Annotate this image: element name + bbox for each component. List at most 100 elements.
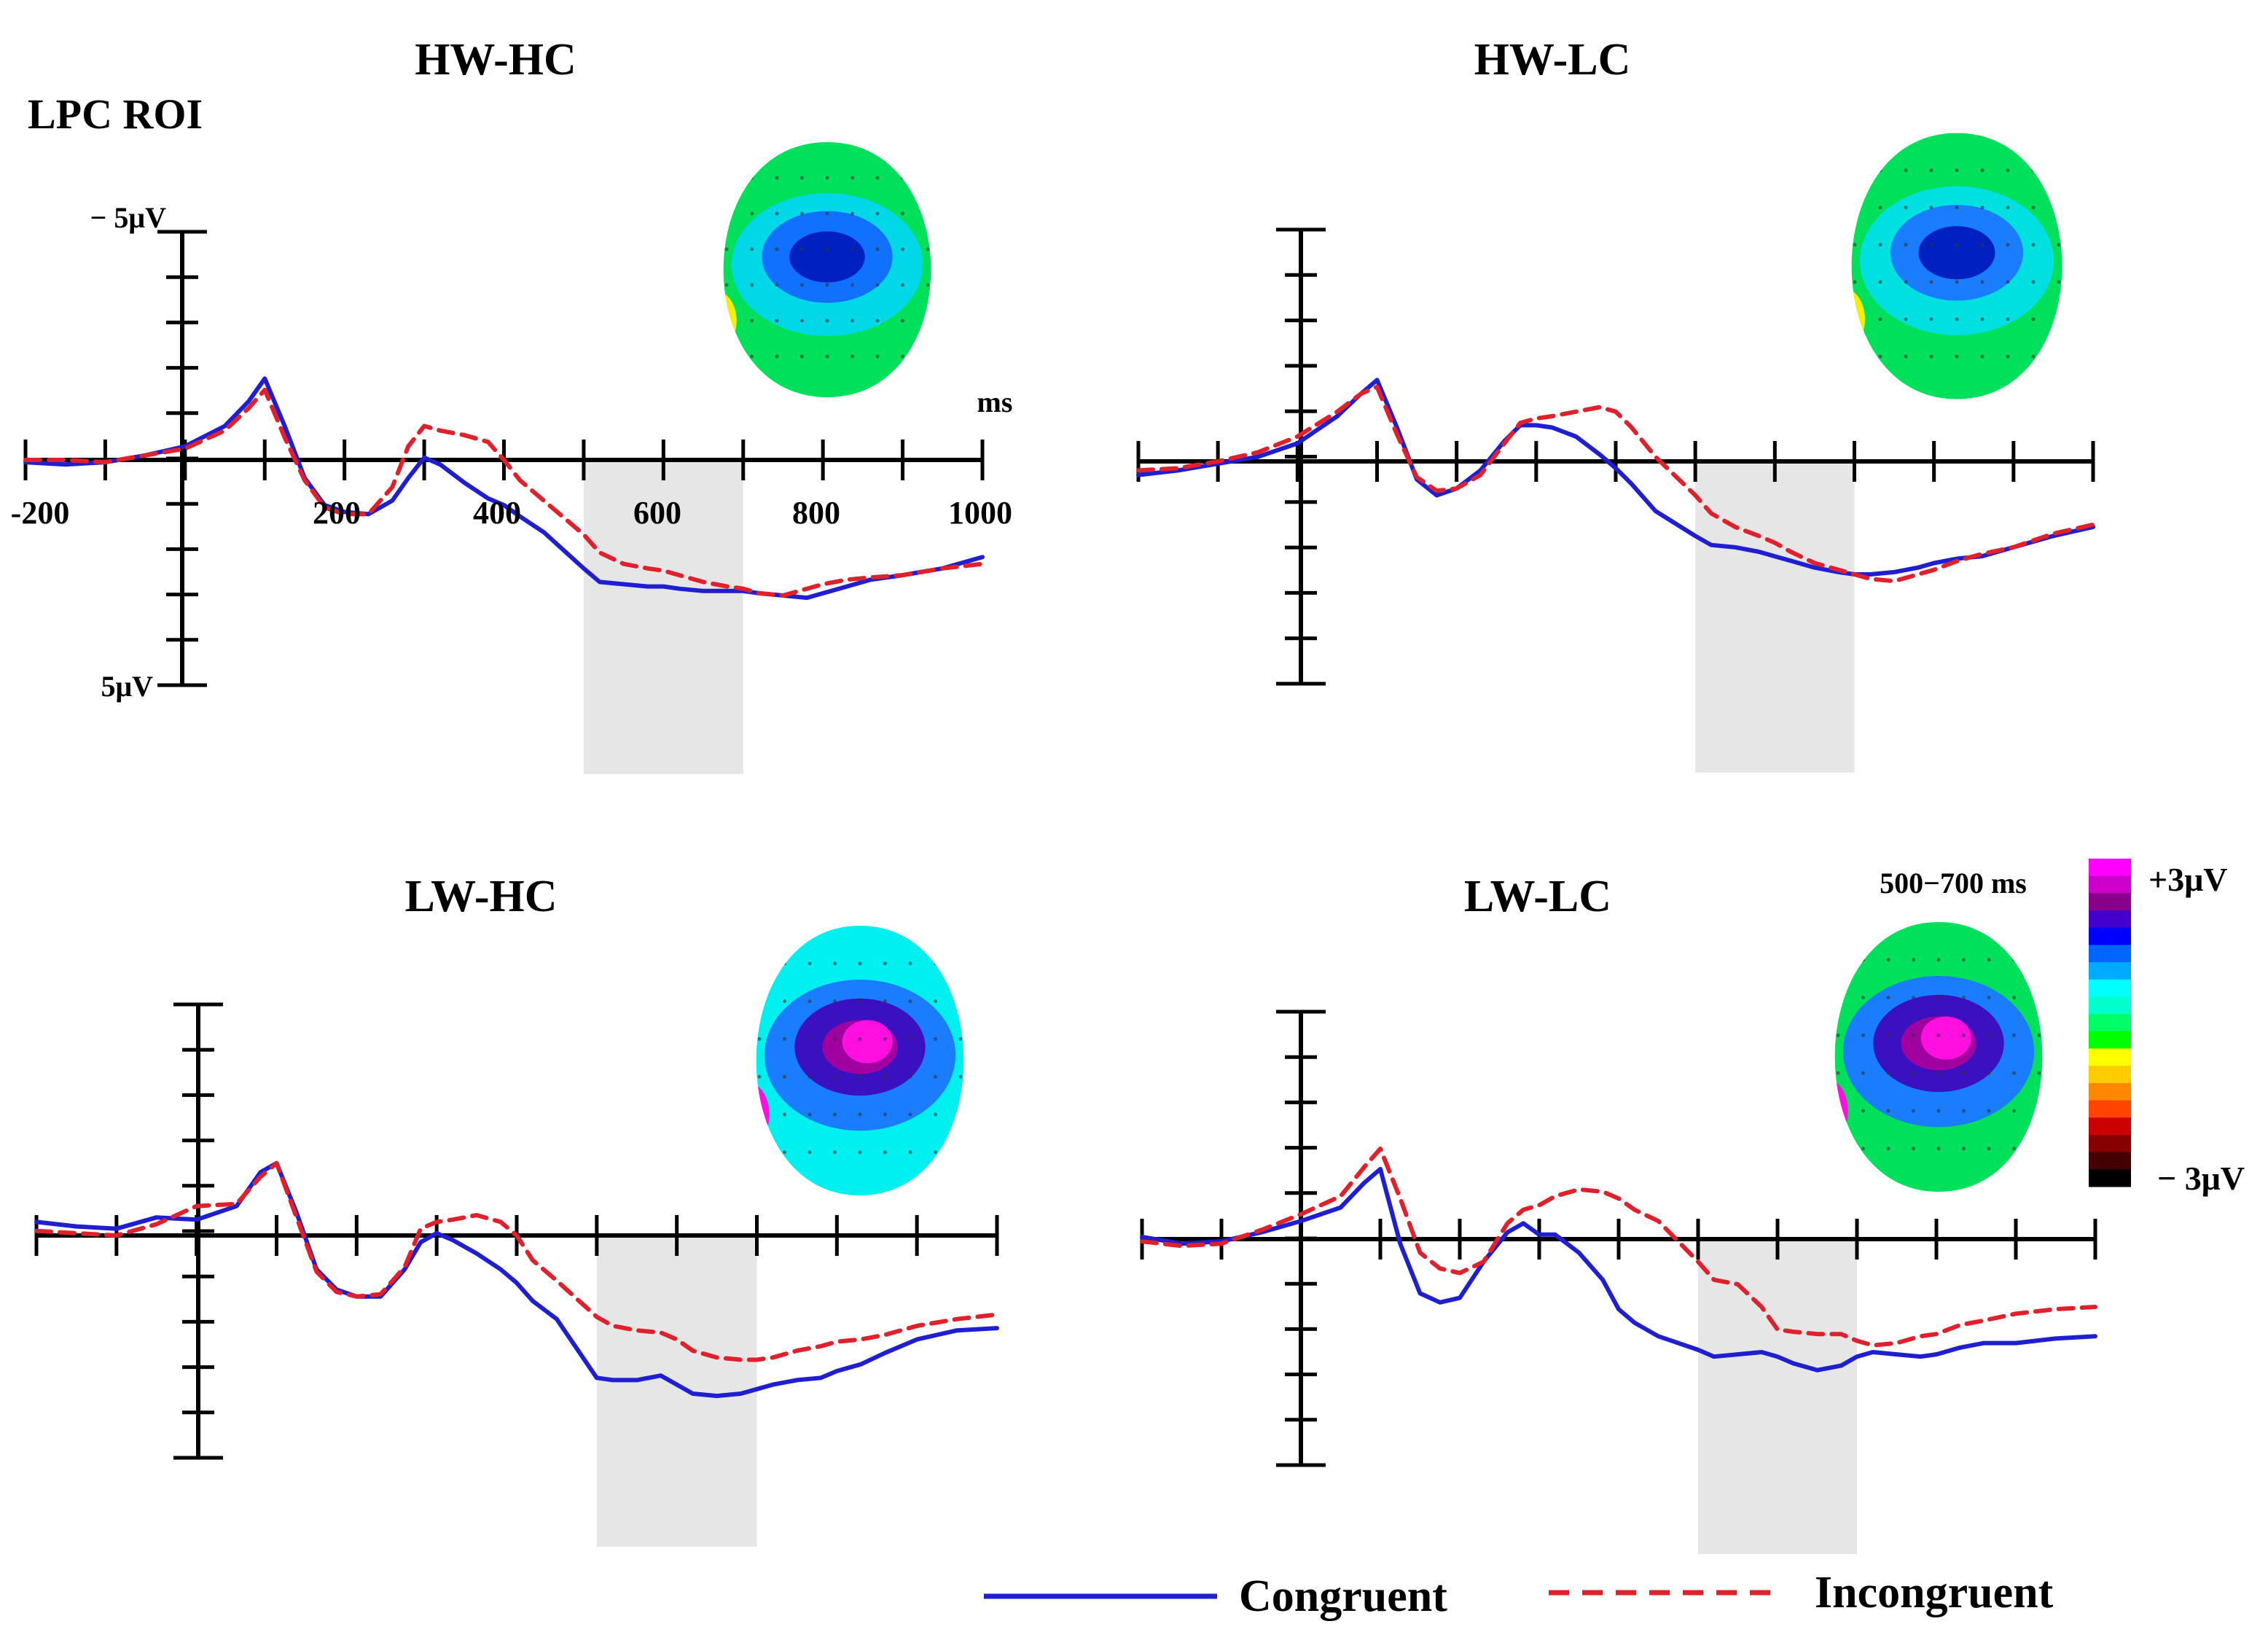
- electrode-dot: [908, 1150, 912, 1155]
- electrode-dot: [908, 999, 912, 1004]
- topo-field: [1918, 226, 1995, 280]
- electrode-dot: [775, 354, 779, 359]
- electrode-dot: [808, 1150, 812, 1155]
- electrode-dot: [934, 1036, 937, 1041]
- x-axis-unit-label: ms: [977, 386, 1013, 418]
- electrode-dot: [2031, 280, 2036, 284]
- electrode-dot: [2012, 1109, 2016, 1113]
- electrode-dot: [1962, 1071, 1966, 1075]
- electrode-dot: [934, 1112, 937, 1117]
- electrode-dot: [875, 176, 880, 180]
- electrode-dot: [825, 319, 829, 323]
- incongruent-waveform: [1140, 1147, 2097, 1348]
- electrode-dot: [908, 1074, 912, 1079]
- electrode-dot: [1929, 280, 1933, 284]
- y-axis-bottom-label: 5μV: [101, 670, 153, 703]
- electrode-dot: [883, 1112, 887, 1117]
- electrode-dot: [1853, 280, 1857, 284]
- electrode-dot: [926, 247, 930, 251]
- electrode-dot: [1836, 996, 1840, 1000]
- electrode-dot: [908, 1036, 912, 1041]
- congruent-waveform: [1136, 378, 2095, 577]
- electrode-dot: [908, 1112, 912, 1117]
- electrode-dot: [2057, 317, 2061, 321]
- topo-field: [2038, 138, 2062, 192]
- electrode-dot: [825, 176, 829, 180]
- topo-field: [2019, 927, 2043, 982]
- electrode-dot: [958, 1074, 963, 1079]
- electrode-dot: [1853, 243, 1857, 247]
- incongruent-waveform: [1136, 384, 2095, 584]
- electrode-dot: [926, 319, 930, 323]
- electrode-dot: [875, 247, 880, 251]
- electrode-dot: [800, 247, 804, 251]
- electrode-dot: [808, 1112, 812, 1117]
- colorbar-segment: [2089, 1048, 2131, 1066]
- electrode-dot: [775, 247, 779, 251]
- electrode-dot: [926, 176, 930, 180]
- electrode-dot: [875, 211, 880, 216]
- x-tick-label: 200: [313, 495, 361, 531]
- analysis-window: [596, 1237, 757, 1547]
- colorbar-segment: [2089, 1031, 2131, 1050]
- electrode-dot: [1861, 1109, 1865, 1113]
- congruent-waveform: [34, 1160, 999, 1399]
- topo-field: [940, 931, 964, 985]
- electrode-dot: [1980, 354, 1984, 359]
- electrode-dot: [1987, 1033, 1991, 1037]
- electrode-dot: [2031, 317, 2036, 321]
- electrode-dot: [2006, 317, 2010, 321]
- colorbar-segment: [2089, 945, 2131, 963]
- electrode-dot: [750, 247, 754, 251]
- electrode-dot: [1929, 206, 1933, 210]
- electrode-dot: [1912, 1109, 1915, 1113]
- electrode-dot: [1936, 1147, 1941, 1151]
- electrode-dot: [833, 1150, 837, 1155]
- electrode-dot: [1936, 996, 1941, 1000]
- electrode-dot: [1886, 1071, 1890, 1075]
- legend-congruent-label: Congruent: [1239, 1572, 1447, 1621]
- electrode-dot: [2037, 1071, 2041, 1075]
- analysis-window: [1695, 463, 1855, 773]
- electrode-dot: [883, 1150, 887, 1155]
- x-tick-label: 800: [792, 495, 840, 531]
- electrode-dot: [1912, 1071, 1915, 1075]
- electrode-dot: [1904, 243, 1908, 247]
- electrode-dot: [2057, 206, 2061, 210]
- electrode-dot: [783, 1074, 786, 1079]
- electrode-dot: [1980, 243, 1984, 247]
- electrode-dot: [850, 354, 854, 359]
- electrode-dot: [901, 247, 904, 251]
- colorbar-segment: [2089, 1014, 2131, 1032]
- colorbar: [2089, 859, 2131, 1187]
- electrode-dot: [757, 1036, 762, 1041]
- electrode-dot: [2037, 996, 2041, 1000]
- electrode-dot: [1962, 958, 1966, 962]
- topo-field: [1834, 1078, 1848, 1144]
- electrode-dot: [1861, 1147, 1865, 1151]
- electrode-dot: [2006, 206, 2010, 210]
- electrode-dot: [833, 999, 837, 1004]
- electrode-dot: [1912, 958, 1915, 962]
- electrode-dot: [2031, 243, 2036, 247]
- electrode-dot: [833, 961, 837, 966]
- electrode-dot: [908, 961, 912, 966]
- electrode-dot: [1861, 1071, 1865, 1075]
- congruent-waveform: [1140, 1166, 2097, 1373]
- electrode-dot: [2031, 206, 2036, 210]
- colorbar-segment: [2089, 1066, 2131, 1084]
- panel-title: HW-HC: [415, 35, 576, 85]
- electrode-dot: [883, 1036, 887, 1041]
- electrode-dot: [1904, 206, 1908, 210]
- electrode-dot: [958, 999, 963, 1004]
- electrode-dot: [1912, 1033, 1915, 1037]
- colorbar-min-label: − 3μV: [2157, 1160, 2245, 1197]
- electrode-dot: [1886, 1109, 1890, 1113]
- electrode-dot: [825, 211, 829, 216]
- electrode-dot: [724, 283, 729, 287]
- electrode-dot: [808, 999, 812, 1004]
- x-tick-labels: -200 200 400 600 800 1000: [11, 495, 1012, 531]
- electrode-dot: [2057, 168, 2061, 173]
- electrode-dot: [1955, 243, 1959, 247]
